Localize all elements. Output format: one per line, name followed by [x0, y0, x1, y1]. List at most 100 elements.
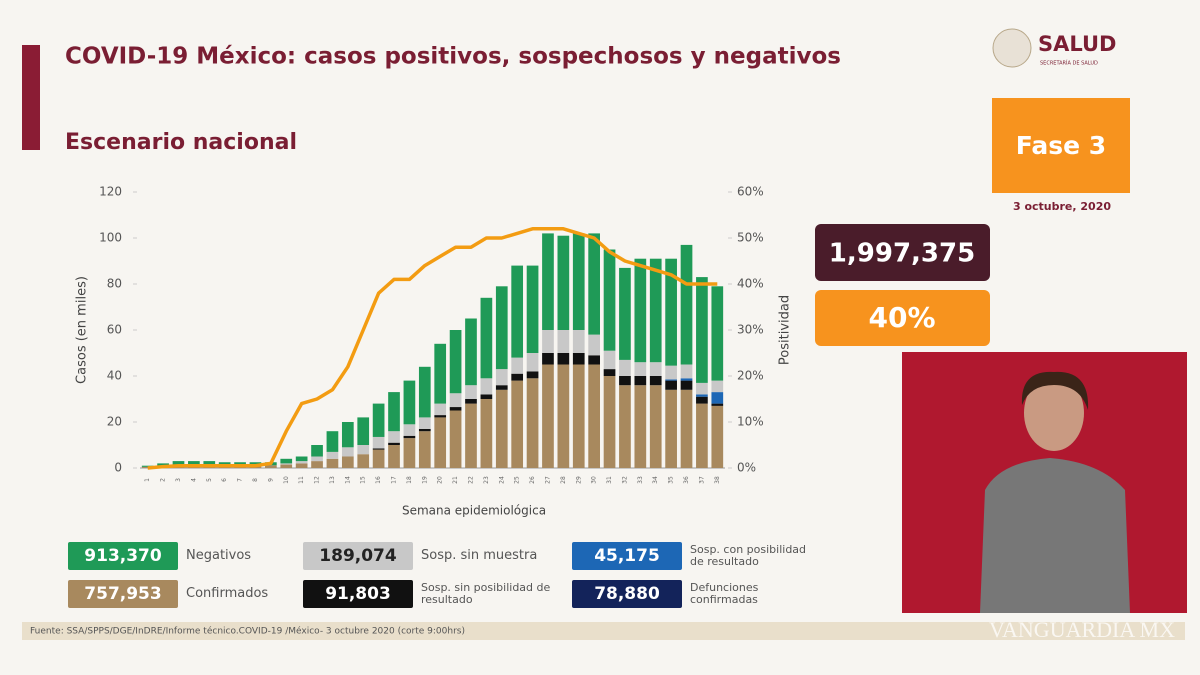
bar-segment	[372, 436, 385, 449]
bar-segment	[696, 394, 708, 397]
bar-segment	[649, 385, 662, 468]
bar-segment	[295, 461, 308, 464]
bar-segment	[311, 445, 323, 457]
x-tick-label: 21	[452, 476, 459, 484]
bar-segment	[341, 456, 354, 468]
bar-segment	[418, 428, 431, 432]
bar-segment	[434, 403, 447, 416]
bar-segment	[403, 435, 416, 439]
x-tick-label: 29	[575, 476, 582, 484]
y-tick-label: 60	[107, 323, 122, 337]
bar-segment	[357, 454, 370, 468]
legend-value: 45,175	[572, 542, 682, 570]
y-tick-label: 120	[99, 185, 122, 199]
bar-segment	[634, 385, 647, 468]
bar-segment	[157, 463, 169, 466]
bar-segment	[572, 353, 585, 365]
bar-segment	[495, 389, 508, 468]
y2-tick-label: 20%	[737, 369, 764, 383]
x-tick-label: 10	[283, 476, 290, 484]
interpreter-head	[1024, 375, 1084, 451]
y2-tick-label: 60%	[737, 185, 764, 199]
x-tick-label: 30	[591, 476, 598, 484]
bar-segment	[665, 389, 677, 468]
bar-segment	[619, 267, 631, 360]
bar-segment	[372, 403, 385, 437]
bar-segment	[572, 330, 585, 353]
bar-segment	[311, 456, 323, 462]
bar-segment	[495, 369, 508, 386]
stat-value: 1,997,375	[829, 239, 975, 269]
bar-segment	[603, 249, 616, 351]
bar-segment	[557, 235, 570, 330]
y-tick-label: 0	[114, 461, 122, 475]
bar-segment	[465, 318, 477, 386]
legend-label: Sosp. sin muestra	[421, 548, 538, 563]
bar-segment	[711, 380, 724, 393]
bar-segment	[649, 258, 662, 363]
y2-tick-label: 40%	[737, 277, 764, 291]
bar-segment	[588, 233, 600, 335]
bar-segment	[711, 286, 724, 381]
bar-segment	[665, 365, 677, 380]
x-tick-label: 28	[560, 476, 567, 484]
bar-segment	[341, 447, 354, 457]
bar-segment	[680, 364, 693, 379]
bar-segment	[511, 357, 524, 374]
bar-segment	[526, 353, 539, 372]
bar-segment	[603, 350, 616, 370]
bar-segment	[465, 385, 477, 399]
title: COVID-19 México: casos positivos, sospec…	[65, 44, 841, 70]
bar-segment	[341, 422, 354, 448]
x-tick-label: 3	[175, 478, 182, 482]
bar-segment	[711, 405, 724, 468]
x-tick-label: 25	[514, 476, 521, 484]
bar-segment	[649, 376, 662, 386]
x-tick-label: 24	[498, 476, 505, 484]
legend-label: Sosp. con posibilidad de resultado	[690, 543, 807, 568]
y-tick-label: 100	[99, 231, 122, 245]
bar-segment	[172, 461, 185, 465]
x-tick-label: 33	[637, 476, 644, 484]
bar-segment	[511, 380, 524, 468]
y-tick-label: 20	[107, 415, 122, 429]
x-tick-label: 14	[344, 476, 351, 484]
footer-text: Fuente: SSA/SPPS/DGE/InDRE/Informe técni…	[30, 626, 465, 637]
bar-segment	[634, 376, 647, 386]
x-tick-label: 11	[298, 476, 305, 484]
bar-segment	[665, 379, 677, 381]
bar-segment	[711, 403, 724, 406]
bar-segment	[480, 297, 493, 379]
bar-segment	[418, 431, 431, 468]
logo-text: SALUD	[1038, 32, 1117, 56]
bar-segment	[603, 369, 616, 376]
bar-segment	[603, 376, 616, 468]
legend-label: Sosp. sin posibilidad de resultado	[421, 581, 551, 606]
x-tick-label: 37	[698, 476, 705, 484]
bar-segment	[388, 392, 400, 432]
bar-segment	[388, 445, 400, 468]
x-tick-label: 4	[190, 478, 197, 482]
x-tick-label: 15	[360, 476, 367, 484]
bar-segment	[188, 461, 200, 465]
bar-segment	[403, 380, 416, 425]
bar-segment	[434, 415, 447, 418]
accent-bar	[22, 45, 40, 150]
bar-segment	[234, 462, 246, 466]
x-tick-label: 7	[237, 478, 244, 482]
bar-segment	[511, 265, 524, 358]
bar-segment	[480, 394, 493, 399]
bar-segment	[557, 353, 570, 365]
bar-segment	[542, 364, 554, 468]
bar-segment	[495, 286, 508, 370]
bar-segment	[465, 399, 477, 404]
x-tick-label: 1	[144, 478, 151, 482]
legend-value: 78,880	[572, 580, 682, 608]
bar-segment	[265, 465, 277, 468]
bar-segment	[326, 431, 339, 452]
bar-segment	[634, 362, 647, 376]
bar-segment	[711, 392, 724, 404]
bar-segment	[680, 244, 693, 365]
x-tick-label: 23	[483, 476, 490, 484]
x-tick-label: 34	[652, 476, 659, 484]
